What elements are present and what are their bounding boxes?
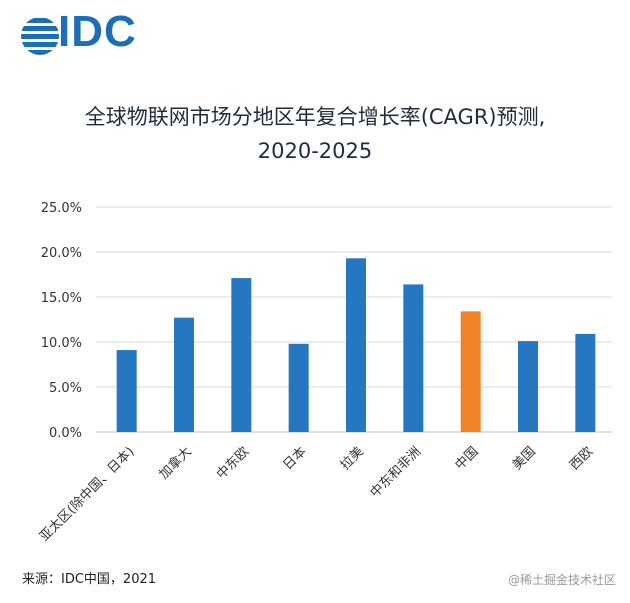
- chart-subtitle: 2020-2025: [257, 139, 373, 163]
- x-tick-label: 中东和非洲: [368, 444, 425, 501]
- bar: [116, 350, 137, 432]
- bar: [575, 333, 596, 432]
- bar: [288, 343, 309, 432]
- x-tick-label: 中国: [452, 444, 481, 473]
- bar: [231, 278, 252, 432]
- x-tick-label: 西欧: [567, 444, 596, 473]
- y-tick-label: 15.0%: [41, 291, 82, 306]
- watermark: @稀土掘金技术社区: [507, 573, 616, 587]
- globe-icon: [21, 18, 59, 55]
- y-tick-label: 5.0%: [49, 381, 82, 396]
- x-tick-label: 亚太区(除中国、日本): [37, 444, 138, 545]
- x-tick-label: 拉美: [338, 444, 367, 473]
- x-tick-label: 美国: [510, 444, 539, 473]
- x-tick-label: 中东欧: [214, 444, 252, 482]
- y-tick-label: 10.0%: [41, 336, 82, 351]
- bar: [346, 258, 366, 432]
- bar: [518, 341, 538, 432]
- bar: [174, 317, 194, 432]
- source-note: 来源：IDC中国，2021: [22, 572, 157, 587]
- bar-chart: 0.0% 5.0% 10.0% 15.0% 20.0% 25.0% 亚太区(除中国、日本) 加…: [37, 201, 612, 545]
- chart-title: 全球物联网市场分地区年复合增长率(CAGR)预测,: [84, 105, 546, 129]
- bar: [460, 311, 481, 432]
- x-tick-label: 加拿大: [156, 444, 195, 483]
- y-tick-label: 25.0%: [41, 201, 82, 216]
- y-tick-label: 20.0%: [41, 246, 82, 261]
- x-tick-label: 日本: [280, 444, 309, 473]
- y-tick-label: 0.0%: [49, 426, 82, 441]
- idc-logo: [21, 18, 59, 55]
- bar: [403, 284, 424, 432]
- logo-text: IDC: [58, 7, 137, 56]
